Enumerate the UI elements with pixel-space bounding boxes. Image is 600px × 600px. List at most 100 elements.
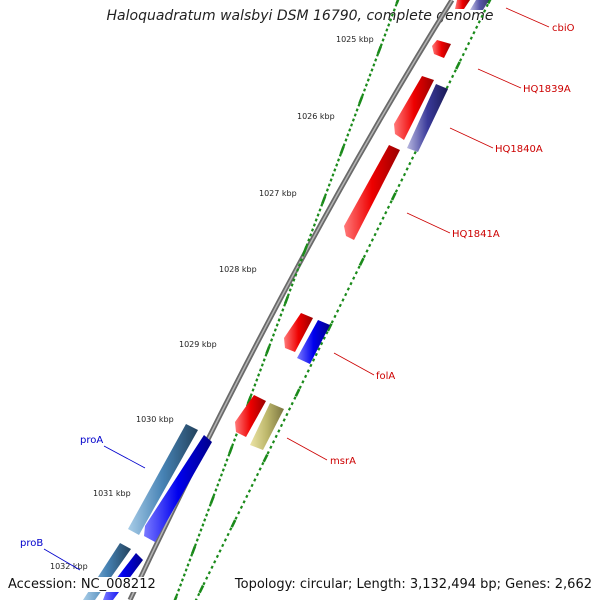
tick-mark	[232, 438, 237, 442]
gene-label-HQ1839A[interactable]: HQ1839A	[523, 84, 571, 95]
tick-mark	[216, 483, 220, 487]
tick-mark	[472, 30, 476, 35]
tick-mark	[202, 581, 206, 586]
tick-mark	[480, 14, 484, 19]
tick-mark	[338, 303, 342, 308]
gene-feature	[407, 84, 448, 152]
gene-feature	[144, 435, 212, 542]
tick-mark	[260, 363, 264, 367]
gene-feature	[235, 395, 266, 437]
tick-mark	[279, 313, 283, 317]
tick-mark	[322, 336, 326, 340]
tick-mark	[180, 578, 184, 582]
tick-mark	[205, 513, 209, 517]
tick-mark	[320, 341, 324, 346]
tick-mark	[298, 385, 302, 390]
tick-mark	[208, 503, 212, 507]
tick-mark	[485, 3, 489, 8]
tick-mark	[394, 3, 398, 7]
tick-mark	[227, 453, 231, 457]
tick-mark	[317, 347, 321, 351]
tick-mark	[218, 549, 222, 553]
tick-mark	[230, 519, 237, 528]
gene-label-folA[interactable]: folA	[376, 371, 395, 382]
tick-mark	[287, 407, 292, 411]
tick-mark	[353, 113, 357, 117]
tick-mark	[221, 468, 225, 472]
tick-mark	[330, 320, 334, 324]
tick-mark	[346, 133, 350, 137]
tick-label: 1031 kbp	[93, 489, 131, 498]
tick-mark	[273, 328, 277, 332]
tick-mark	[247, 489, 252, 493]
tick-mark	[467, 41, 471, 46]
gene-feature	[470, 0, 489, 10]
tick-mark	[362, 254, 366, 259]
tick-mark	[190, 545, 197, 555]
tick-label: 1027 kbp	[259, 189, 297, 198]
tick-mark	[402, 172, 407, 177]
tick-mark	[364, 83, 368, 87]
tick-mark	[338, 153, 342, 157]
tick-mark	[197, 592, 201, 597]
gene-label-proA[interactable]: proA	[80, 435, 103, 446]
tick-mark	[188, 558, 192, 562]
tick-mark	[213, 560, 217, 564]
tick-labels: 1025 kbp 1026 kbp 1027 kbp 1028 kbp 1029…	[50, 35, 374, 571]
tick-mark	[413, 150, 417, 155]
tick-mark	[266, 450, 270, 455]
tick-mark	[214, 488, 218, 492]
tick-mark	[314, 218, 318, 222]
tick-mark	[203, 518, 207, 522]
tick-mark	[355, 108, 359, 112]
tick-mark	[239, 505, 244, 510]
gene-label-msrA[interactable]: msrA	[330, 456, 356, 467]
tick-mark	[385, 28, 389, 32]
gene-label-proB[interactable]: proB	[20, 538, 43, 549]
gene-feature	[394, 76, 434, 140]
tick-mark	[397, 183, 401, 188]
tick-mark	[302, 245, 308, 255]
tick-mark	[292, 278, 296, 282]
tick-label: 1028 kbp	[219, 265, 257, 274]
tick-mark	[207, 570, 211, 575]
tick-mark	[376, 53, 380, 57]
tick-mark	[197, 533, 201, 537]
tick-mark	[261, 461, 265, 466]
tick-mark	[297, 263, 302, 267]
tick-mark	[410, 156, 415, 160]
tick-mark	[199, 528, 203, 532]
tick-mark	[386, 205, 391, 210]
gene-feature	[284, 313, 313, 352]
tick-mark	[357, 103, 361, 107]
tick-mark	[455, 61, 461, 70]
tick-mark	[253, 383, 257, 387]
gene-label-HQ1841A[interactable]: HQ1841A	[452, 229, 500, 240]
tick-mark	[182, 573, 186, 577]
tick-mark	[194, 598, 198, 600]
tick-mark	[327, 183, 331, 187]
tick-mark	[234, 516, 238, 520]
tick-mark	[270, 338, 274, 342]
tick-mark	[281, 308, 285, 312]
tick-mark	[309, 363, 313, 368]
gene-feature	[432, 40, 451, 58]
tick-mark	[326, 323, 333, 332]
tick-mark	[245, 494, 249, 499]
tick-track	[173, 0, 400, 600]
tick-mark	[459, 58, 463, 62]
tick-mark	[198, 584, 205, 594]
tick-mark	[469, 36, 473, 40]
tick-mark	[445, 85, 449, 90]
tick-mark	[344, 292, 348, 297]
tick-mark	[283, 295, 290, 305]
tick-mark	[370, 238, 374, 242]
tick-mark	[321, 195, 327, 205]
tick-mark	[274, 434, 278, 439]
tick-mark	[448, 80, 452, 84]
tick-label: 1032 kbp	[50, 562, 88, 571]
tick-mark	[234, 433, 238, 437]
gene-label-cbiO[interactable]: cbiO	[552, 23, 575, 34]
gene-label-HQ1840A[interactable]: HQ1840A	[495, 144, 543, 155]
tick-mark	[306, 369, 310, 373]
